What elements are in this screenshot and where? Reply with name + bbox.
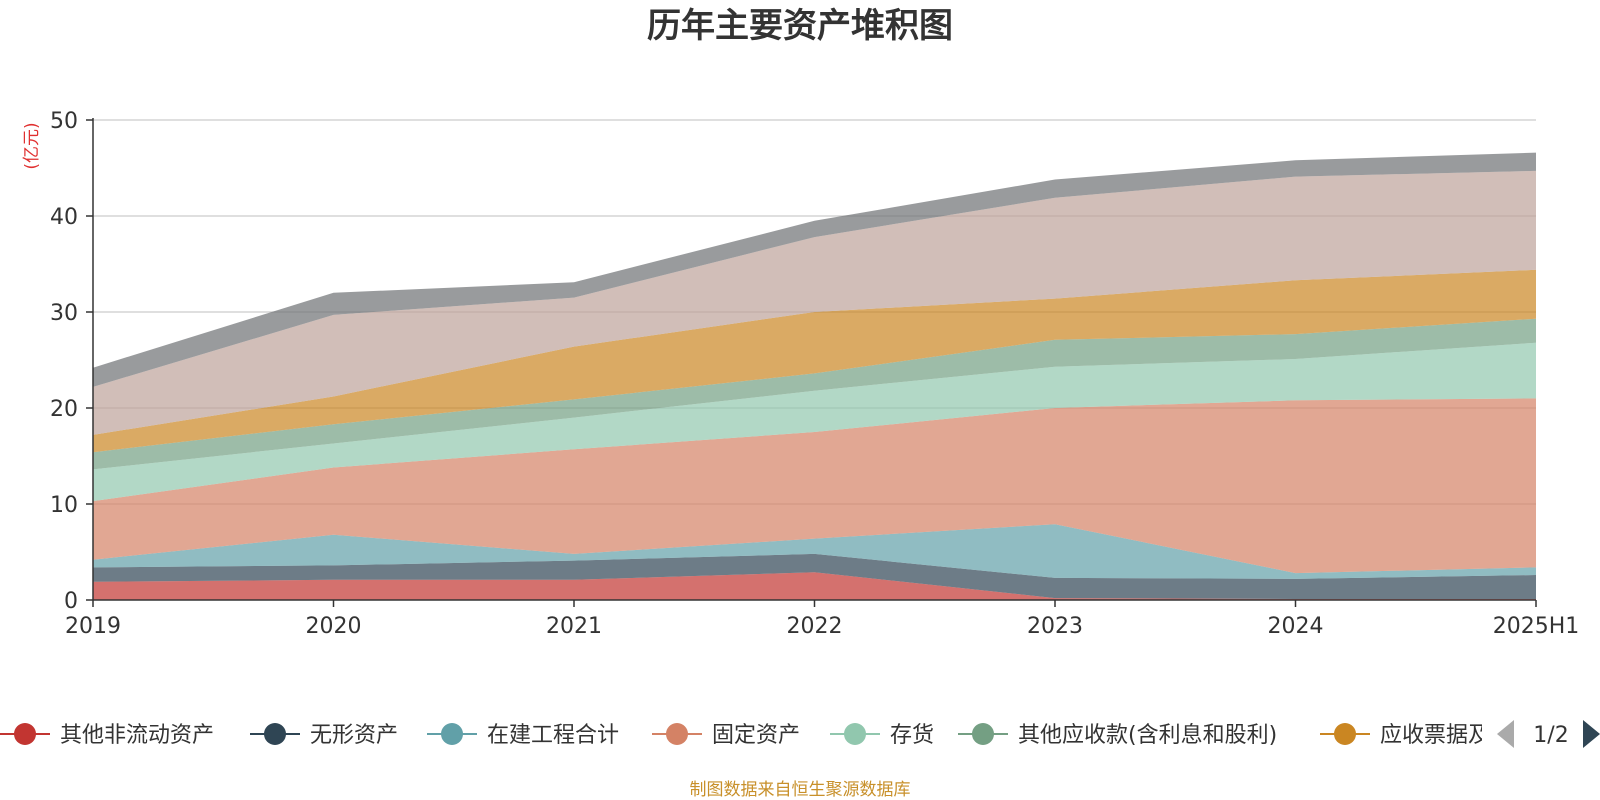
y-tick-label: 20	[50, 397, 78, 422]
legend-circle-icon	[264, 723, 286, 745]
x-tick-label: 2022	[787, 614, 843, 639]
legend-label: 固定资产	[712, 723, 800, 748]
legend-item-6[interactable]: 其他应收款(含利息和股利)	[958, 723, 1277, 748]
legend-circle-icon	[14, 723, 36, 745]
area-series-5	[93, 342, 1536, 502]
y-tick-label: 40	[50, 205, 78, 230]
stacked-areas	[93, 152, 1536, 600]
y-tick-label: 0	[64, 589, 78, 614]
legend-page-indicator: 1/2	[1533, 723, 1568, 748]
legend-item-1[interactable]: 其他非流动资产	[0, 723, 214, 748]
legend-circle-icon	[441, 723, 463, 745]
data-source-note: 制图数据来自恒生聚源数据库	[690, 780, 911, 800]
legend-circle-icon	[666, 723, 688, 745]
legend-label: 其他非流动资产	[60, 723, 214, 748]
x-tick-label: 2024	[1268, 614, 1324, 639]
y-axis-unit-label: (亿元)	[22, 122, 42, 169]
chart-title: 历年主要资产堆积图	[647, 6, 953, 46]
legend-label: 其他应收款(含利息和股利)	[1018, 723, 1277, 748]
x-tick-label: 2021	[546, 614, 602, 639]
legend-circle-icon	[1334, 723, 1356, 745]
y-tick-label: 30	[50, 301, 78, 326]
legend-item-7[interactable]: 应收票据及应收账款	[1320, 723, 1578, 748]
legend-pager: 1/2	[1497, 720, 1600, 748]
legend-circle-icon	[972, 723, 994, 745]
y-tick-label: 50	[50, 109, 78, 134]
x-tick-label: 2020	[306, 614, 362, 639]
legend-next-icon[interactable]	[1583, 720, 1600, 748]
legend-prev-icon[interactable]	[1497, 720, 1514, 748]
x-tick-label: 2019	[65, 614, 121, 639]
legend-item-5[interactable]: 存货	[830, 723, 934, 748]
x-tick-label: 2023	[1027, 614, 1083, 639]
legend-item-2[interactable]: 无形资产	[250, 723, 398, 748]
area-series-4	[93, 398, 1536, 574]
legend-label: 存货	[890, 723, 934, 748]
area-series-2	[93, 553, 1536, 599]
legend: 其他非流动资产 无形资产 在建工程合计 固定资产 存货 其他应收款(含利息和股利) 应收票据…	[0, 723, 1578, 748]
x-tick-label: 2025H1	[1493, 614, 1580, 639]
legend-circle-icon	[844, 723, 866, 745]
area-series-8	[93, 170, 1536, 435]
legend-item-4[interactable]: 固定资产	[652, 723, 800, 748]
legend-label: 在建工程合计	[487, 723, 619, 748]
legend-item-3[interactable]: 在建工程合计	[427, 723, 619, 748]
area-series-3	[93, 524, 1536, 579]
legend-label: 应收票据及应收账款	[1380, 723, 1578, 748]
area-series-7	[93, 269, 1536, 453]
area-series-6	[93, 318, 1536, 470]
axes: 0 10 20 30 40 50 2019 2020 2021 2022 2023 2024 2025H…	[50, 109, 1579, 639]
legend-label: 无形资产	[310, 723, 398, 748]
y-tick-label: 10	[50, 493, 78, 518]
area-series-1	[93, 572, 1536, 600]
